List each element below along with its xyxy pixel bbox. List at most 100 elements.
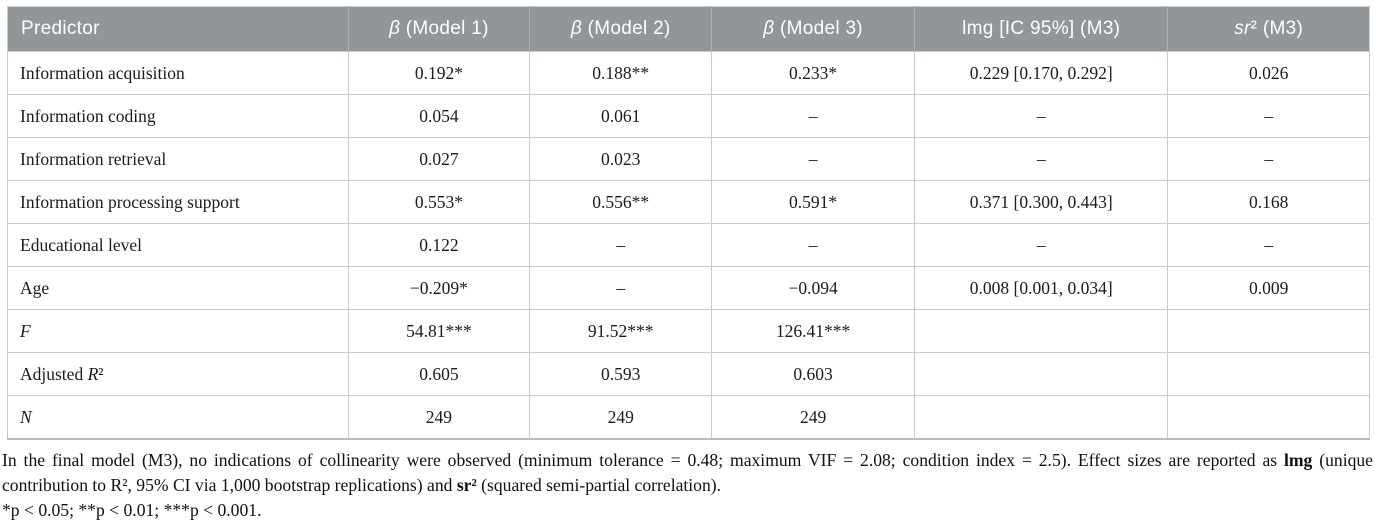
- table-row: Age −0.209* – −0.094 0.008 [0.001, 0.034] 0.0…: [7, 266, 1370, 310]
- value-cell: –: [914, 137, 1169, 181]
- value-cell: –: [711, 137, 916, 181]
- value-cell: 126.41***: [711, 309, 916, 353]
- text-segment: Age: [20, 277, 50, 298]
- text-segment: Information acquisition: [20, 62, 185, 83]
- table-row: N 249 249 249: [7, 395, 1370, 440]
- table-row: Information acquisition 0.192* 0.188** 0.23…: [7, 51, 1370, 95]
- predictor-label-cell: Adjusted R²: [7, 352, 349, 396]
- value-cell: –: [529, 266, 713, 310]
- text-segment: β: [389, 18, 401, 39]
- text-segment: Predictor: [21, 18, 100, 39]
- text-segment: (squared semi-partial correlation).: [476, 475, 722, 495]
- text-segment: ² (M3): [1250, 18, 1304, 39]
- table-row: F 54.81*** 91.52*** 126.41***: [7, 309, 1370, 353]
- value-cell: 249: [711, 395, 916, 440]
- text-segment: F: [20, 320, 31, 341]
- column-header: β (Model 1): [347, 6, 530, 52]
- text-segment: R: [87, 363, 99, 384]
- text-segment: Educational level: [20, 234, 142, 255]
- table-header: Predictor β (Model 1) β (Model 2) β (Model …: [7, 6, 1370, 52]
- value-cell: 0.603: [711, 352, 916, 396]
- header-row: Predictor β (Model 1) β (Model 2) β (Model …: [7, 6, 1370, 52]
- value-cell: 0.371 [0.300, 0.443]: [914, 180, 1169, 224]
- value-cell: 0.168: [1167, 180, 1370, 224]
- predictor-label-cell: Age: [7, 266, 349, 310]
- text-segment: (Model 3): [774, 18, 863, 39]
- value-cell: 0.008 [0.001, 0.034]: [914, 266, 1169, 310]
- predictor-label-cell: Information acquisition: [7, 51, 349, 95]
- value-cell: 0.556**: [529, 180, 713, 224]
- value-cell: [914, 309, 1169, 353]
- text-segment: β: [570, 18, 583, 39]
- regression-table-wrap: Predictor β (Model 1) β (Model 2) β (Model …: [7, 6, 1370, 440]
- value-cell: –: [711, 94, 916, 138]
- text-segment: lmg: [1284, 450, 1313, 470]
- regression-results-table: Predictor β (Model 1) β (Model 2) β (Model …: [7, 6, 1370, 440]
- value-cell: 0.233*: [711, 51, 916, 95]
- text-segment: Information coding: [20, 105, 156, 126]
- value-cell: [1167, 309, 1370, 353]
- column-header: β (Model 3): [711, 6, 915, 52]
- text-segment: *p < 0.05; **p < 0.01; ***p < 0.001.: [2, 500, 262, 520]
- table-footnotes: In the final model (M3), no indications …: [2, 448, 1373, 520]
- value-cell: –: [1167, 94, 1370, 138]
- value-cell: 249: [347, 395, 531, 440]
- predictor-label-cell: Educational level: [7, 223, 349, 267]
- text-segment: lmg [IC 95%] (M3): [962, 18, 1121, 39]
- text-segment: Information processing support: [20, 191, 240, 212]
- value-cell: –: [529, 223, 713, 267]
- text-segment: (Model 1): [400, 18, 489, 39]
- value-cell: 0.553*: [347, 180, 531, 224]
- text-segment: sr²: [456, 475, 477, 495]
- table-row: Educational level 0.122– – – –: [7, 223, 1370, 267]
- table-body: Information acquisition 0.192* 0.188** 0.23…: [7, 51, 1370, 440]
- column-header: lmg [IC 95%] (M3): [914, 6, 1168, 52]
- table-row: Information coding 0.054 0.061– – –: [7, 94, 1370, 138]
- value-cell: 0.188**: [529, 51, 713, 95]
- table-row: Information processing support 0.553* 0.55…: [7, 180, 1370, 224]
- value-cell: 0.229 [0.170, 0.292]: [914, 51, 1169, 95]
- text-segment: Information retrieval: [20, 148, 167, 169]
- predictor-label-cell: Information processing support: [7, 180, 349, 224]
- value-cell: 0.026: [1167, 51, 1370, 95]
- text-segment: β: [763, 18, 775, 39]
- value-cell: [1167, 395, 1370, 440]
- value-cell: [914, 395, 1169, 440]
- value-cell: 0.605: [347, 352, 531, 396]
- text-segment: ²: [98, 363, 104, 384]
- value-cell: 0.593: [529, 352, 713, 396]
- text-segment: (Model 2): [582, 18, 671, 39]
- value-cell: –: [711, 223, 916, 267]
- value-cell: –: [1167, 223, 1370, 267]
- value-cell: 0.027: [347, 137, 531, 181]
- value-cell: −0.209*: [347, 266, 531, 310]
- predictor-label-cell: F: [7, 309, 349, 353]
- value-cell: 249: [529, 395, 713, 440]
- value-cell: [914, 352, 1169, 396]
- value-cell: 54.81***: [347, 309, 531, 353]
- table-row: Information retrieval 0.027 0.023– – –: [7, 137, 1370, 181]
- text-segment: (unique contribution to R², 95% CI via 1…: [2, 450, 1373, 495]
- value-cell: 0.591*: [711, 180, 916, 224]
- footnote-collinearity-note: In the final model (M3), no indications …: [2, 448, 1373, 498]
- value-cell: 0.023: [529, 137, 713, 181]
- value-cell: 0.122: [347, 223, 531, 267]
- text-segment: sr: [1234, 18, 1251, 39]
- value-cell: 0.009: [1167, 266, 1370, 310]
- value-cell: –: [914, 223, 1169, 267]
- value-cell: −0.094: [711, 266, 916, 310]
- predictor-label-cell: N: [7, 395, 349, 440]
- text-segment: N: [20, 406, 32, 427]
- predictor-label-cell: Information coding: [7, 94, 349, 138]
- value-cell: 91.52***: [529, 309, 713, 353]
- predictor-label-cell: Information retrieval: [7, 137, 349, 181]
- value-cell: 0.192*: [347, 51, 531, 95]
- text-segment: In the final model (M3), no indications …: [2, 450, 1284, 470]
- column-header: sr² (M3): [1167, 6, 1370, 52]
- value-cell: 0.054: [347, 94, 531, 138]
- value-cell: [1167, 352, 1370, 396]
- value-cell: –: [914, 94, 1169, 138]
- value-cell: –: [1167, 137, 1370, 181]
- value-cell: 0.061: [529, 94, 713, 138]
